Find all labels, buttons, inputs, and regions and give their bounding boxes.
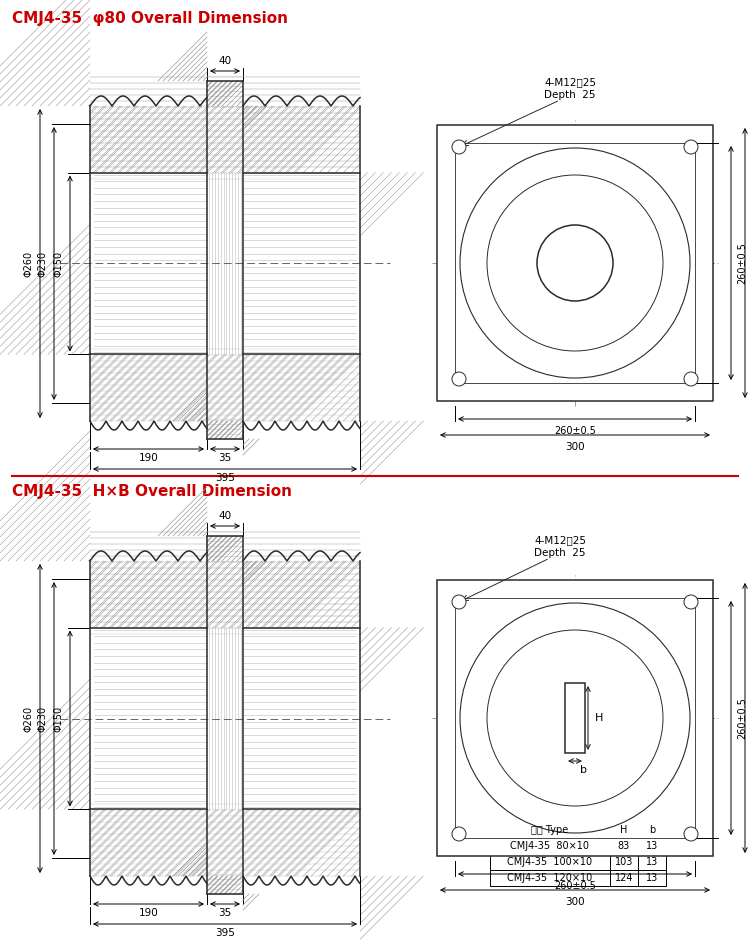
- Text: CMJ4-35  φ80 Overall Dimension: CMJ4-35 φ80 Overall Dimension: [12, 11, 288, 26]
- Text: 40: 40: [218, 511, 232, 521]
- Text: φ80: φ80: [556, 247, 578, 263]
- Text: 13: 13: [646, 841, 658, 851]
- Text: 4-M12深25: 4-M12深25: [544, 77, 596, 87]
- Text: 395: 395: [215, 928, 235, 938]
- Text: Depth  25: Depth 25: [534, 548, 586, 558]
- Bar: [610, 822, 638, 838]
- Text: 124: 124: [615, 873, 633, 883]
- Bar: [490, 854, 610, 870]
- Text: 190: 190: [139, 908, 158, 918]
- Text: 190: 190: [139, 453, 158, 463]
- Text: Φ260: Φ260: [24, 706, 34, 731]
- Bar: [207, 81, 243, 106]
- Bar: [455, 598, 695, 838]
- Text: 260±0.5: 260±0.5: [554, 426, 596, 436]
- Text: H: H: [620, 825, 628, 835]
- Text: 13: 13: [646, 857, 658, 867]
- Circle shape: [684, 827, 698, 841]
- Text: 40: 40: [218, 56, 232, 66]
- Bar: [610, 870, 638, 886]
- Bar: [490, 838, 610, 854]
- Text: 395: 395: [215, 473, 235, 483]
- Text: Φ260: Φ260: [24, 251, 34, 276]
- Bar: [490, 870, 610, 886]
- Bar: [90, 355, 360, 421]
- Circle shape: [452, 140, 466, 154]
- Bar: [638, 870, 666, 886]
- Bar: [437, 125, 713, 401]
- Text: 35: 35: [218, 453, 232, 463]
- Bar: [610, 854, 638, 870]
- Text: CMJ4-35  100×10: CMJ4-35 100×10: [508, 857, 592, 867]
- Circle shape: [452, 372, 466, 386]
- Circle shape: [684, 140, 698, 154]
- Text: 4-M12深25: 4-M12深25: [534, 535, 586, 545]
- Text: Φ150: Φ150: [54, 251, 64, 276]
- Text: 300: 300: [566, 897, 585, 907]
- Bar: [455, 143, 695, 383]
- Text: Φ150: Φ150: [54, 706, 64, 731]
- Text: 型号 Type: 型号 Type: [531, 825, 568, 835]
- Bar: [207, 421, 243, 439]
- Text: 260±0.5: 260±0.5: [737, 697, 747, 739]
- Bar: [490, 822, 610, 838]
- Text: 83: 83: [618, 841, 630, 851]
- Circle shape: [452, 827, 466, 841]
- Text: Depth  25: Depth 25: [544, 90, 596, 100]
- Bar: [90, 561, 360, 627]
- Text: CMJ4-35  H×B Overall Dimension: CMJ4-35 H×B Overall Dimension: [12, 484, 292, 499]
- Bar: [207, 536, 243, 561]
- Circle shape: [452, 595, 466, 609]
- Bar: [565, 683, 585, 753]
- Text: 260±0.5: 260±0.5: [554, 881, 596, 891]
- Text: b: b: [649, 825, 656, 835]
- Bar: [90, 810, 360, 876]
- Text: 260±0.5: 260±0.5: [737, 242, 747, 284]
- Text: 300: 300: [566, 442, 585, 452]
- Text: Φ230: Φ230: [38, 706, 48, 731]
- Text: CMJ4-35  120×10: CMJ4-35 120×10: [507, 873, 592, 883]
- Bar: [90, 106, 360, 172]
- Bar: [207, 876, 243, 894]
- Text: Φ230: Φ230: [38, 251, 48, 276]
- Text: 103: 103: [615, 857, 633, 867]
- Bar: [638, 838, 666, 854]
- Bar: [610, 838, 638, 854]
- Circle shape: [537, 225, 613, 301]
- Text: 13: 13: [646, 873, 658, 883]
- Circle shape: [684, 595, 698, 609]
- Bar: [638, 822, 666, 838]
- Bar: [638, 854, 666, 870]
- Bar: [437, 580, 713, 856]
- Text: b: b: [580, 765, 587, 775]
- Text: 35: 35: [218, 908, 232, 918]
- Text: H: H: [595, 713, 603, 723]
- Text: CMJ4-35  80×10: CMJ4-35 80×10: [511, 841, 590, 851]
- Circle shape: [684, 372, 698, 386]
